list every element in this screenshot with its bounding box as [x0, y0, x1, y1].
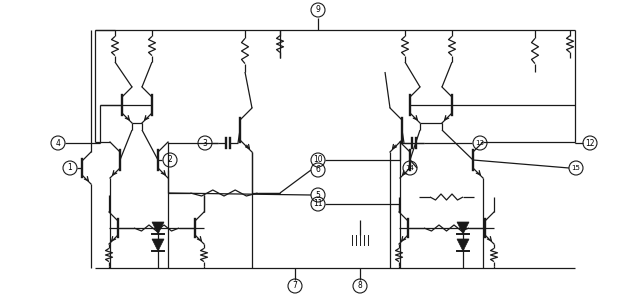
Text: 14: 14	[406, 165, 415, 171]
Text: 3: 3	[203, 138, 208, 148]
Polygon shape	[152, 239, 164, 251]
Text: 15: 15	[571, 165, 580, 171]
Text: 7: 7	[292, 282, 297, 290]
Text: 10: 10	[313, 156, 323, 165]
Text: 12: 12	[585, 138, 595, 148]
Text: 11: 11	[313, 200, 323, 208]
Text: 9: 9	[315, 6, 320, 15]
Text: 6: 6	[315, 165, 320, 175]
Polygon shape	[152, 222, 164, 234]
Polygon shape	[457, 239, 469, 251]
Text: 8: 8	[357, 282, 362, 290]
Polygon shape	[457, 222, 469, 234]
Text: 4: 4	[55, 138, 61, 148]
Text: 2: 2	[168, 156, 173, 165]
Text: 13: 13	[475, 140, 485, 146]
Text: 1: 1	[68, 164, 73, 173]
Text: 5: 5	[315, 190, 320, 200]
